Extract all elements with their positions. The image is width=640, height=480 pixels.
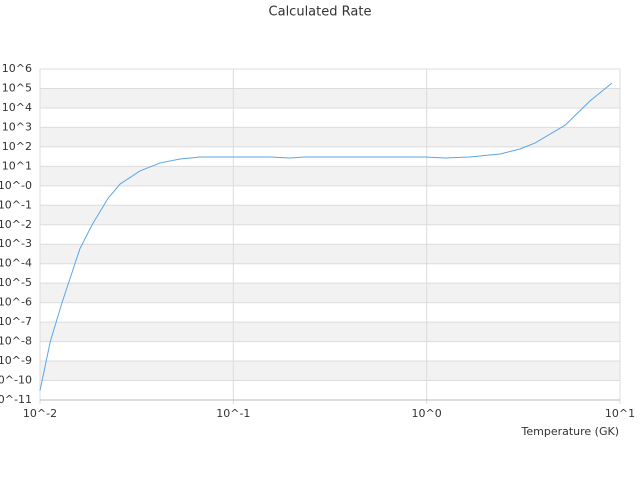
y-tick-label: 10^6 — [2, 62, 32, 75]
grid-band — [40, 88, 620, 108]
y-tick-label: 10^3 — [2, 120, 32, 133]
y-tick-label: 10^-0 — [0, 179, 32, 192]
y-tick-label: 10^1 — [2, 159, 32, 172]
x-tick-label: 10^1 — [605, 407, 635, 420]
y-tick-label: 10^2 — [2, 140, 32, 153]
y-tick-label: 10^4 — [2, 101, 32, 114]
y-tick-label: 10^-4 — [0, 257, 32, 270]
y-tick-label: 10^5 — [2, 81, 32, 94]
grid-band — [40, 127, 620, 147]
grid-band — [40, 166, 620, 186]
grid-band — [40, 205, 620, 225]
y-tick-label: 10^-6 — [0, 296, 32, 309]
data-line — [39, 82, 613, 391]
y-tick-label: 10^-8 — [0, 335, 32, 348]
y-tick-label: 10^-3 — [0, 237, 32, 250]
x-axis-label: Temperature (GK) — [521, 425, 620, 438]
grid-band — [40, 283, 620, 303]
grid-band — [40, 361, 620, 381]
y-tick-label: 10^-10 — [0, 374, 32, 387]
y-tick-label: 10^-5 — [0, 276, 32, 289]
x-tick-label: 10^0 — [412, 407, 442, 420]
x-tick-label: 10^-2 — [23, 407, 57, 420]
grid-band — [40, 322, 620, 342]
chart-title: Calculated Rate — [269, 5, 372, 20]
y-tick-label: 10^-7 — [0, 315, 32, 328]
x-tick-label: 10^-1 — [216, 407, 250, 420]
y-tick-label: 10^-2 — [0, 218, 32, 231]
y-tick-label: 10^-11 — [0, 393, 32, 406]
grid-band — [40, 244, 620, 264]
y-tick-label: 10^-9 — [0, 354, 32, 367]
y-tick-label: 10^-1 — [0, 198, 32, 211]
